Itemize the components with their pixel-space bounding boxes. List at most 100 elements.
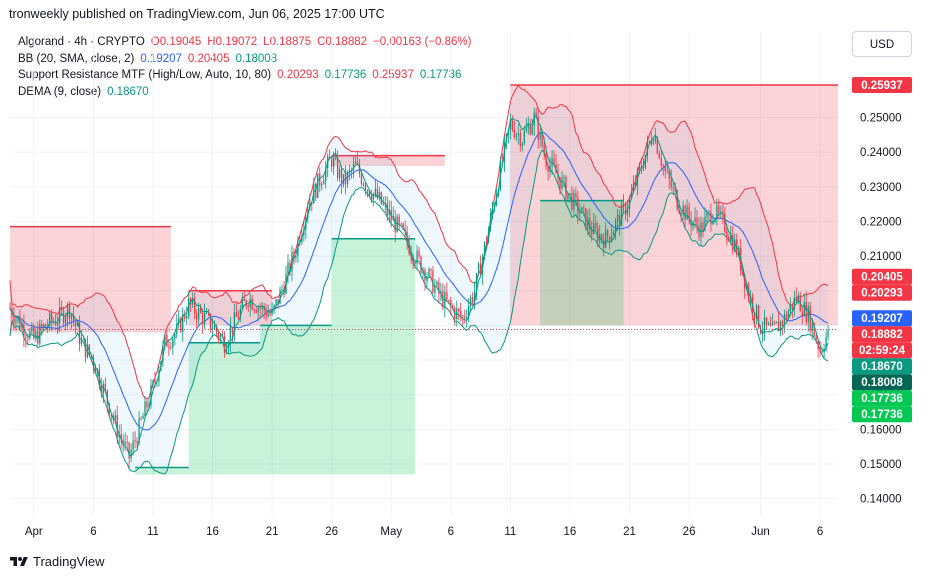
candle-body [70, 315, 73, 319]
candle-body [166, 334, 168, 347]
candle-body [301, 235, 303, 243]
candle-body [601, 234, 603, 240]
candle-body [60, 306, 63, 310]
candle-body [626, 209, 629, 215]
candle-body [624, 203, 627, 215]
candle-body [279, 289, 281, 304]
candle-body [466, 317, 468, 319]
candle-body [450, 300, 452, 307]
candle-body [39, 324, 41, 344]
price-label-box [852, 390, 912, 407]
candle-body [783, 314, 786, 326]
candle-body [259, 308, 261, 309]
y-tick-label: 0.24000 [860, 147, 902, 159]
candle-body [211, 328, 214, 330]
legend-sr[interactable]: Support Resistance MTF (High/Low, Auto, … [18, 67, 477, 84]
candle-body [25, 337, 27, 338]
candle-body [559, 177, 561, 189]
x-tick-label: Jun [751, 526, 770, 538]
x-tick-label: 26 [325, 526, 338, 538]
candle-body [567, 193, 569, 200]
candle-body [817, 340, 819, 349]
candle-body [412, 256, 414, 263]
candle-body [744, 273, 746, 289]
candle-body [622, 203, 625, 205]
candle-body [479, 263, 482, 275]
bollinger-bands [9, 84, 829, 475]
candle-body [477, 263, 480, 274]
candle-body [182, 313, 184, 332]
candle-body [716, 205, 718, 220]
price-label-box [852, 268, 912, 285]
x-tick-label: 16 [564, 526, 577, 538]
y-tick-label: 0.21000 [860, 251, 902, 263]
candle-body [366, 190, 369, 191]
candle-body [295, 256, 297, 257]
candle-body [388, 209, 390, 216]
candle-body [428, 269, 430, 277]
candle-body [765, 317, 768, 325]
legend-main[interactable]: Algorand · 4h · CRYPTO O0.19045 H0.19072 L0… [18, 34, 477, 51]
candle-body [205, 312, 208, 314]
candle-body [591, 229, 593, 234]
candle-body [134, 440, 136, 442]
candle-body [670, 179, 672, 188]
candle-body [275, 299, 277, 306]
candle-body [710, 211, 712, 224]
candle-body [620, 204, 623, 227]
candle-body [549, 165, 551, 172]
candle-body [676, 190, 678, 210]
price-label-box [852, 342, 912, 359]
candle-body [753, 312, 756, 319]
candle-body [704, 216, 706, 231]
candle-body [785, 314, 788, 320]
candle-body [787, 311, 790, 320]
candle-body [378, 192, 380, 199]
candle-body [289, 262, 291, 273]
candle-body [325, 168, 327, 182]
candle-body [215, 325, 218, 332]
candle-body [201, 312, 204, 325]
candle-body [241, 298, 243, 309]
candle-body [793, 297, 795, 310]
legend-high: H0.19072 [207, 36, 258, 48]
candle-body [658, 153, 660, 159]
candle-body [746, 286, 748, 289]
candle-body [531, 125, 533, 135]
candle-body [267, 313, 269, 317]
candle-body [41, 324, 43, 328]
candle-body [170, 347, 172, 348]
candle-body [525, 128, 527, 132]
candle-body [261, 305, 263, 309]
x-tick-label: 6 [90, 526, 96, 538]
resistance-zone [510, 84, 838, 326]
price-label-box [852, 76, 912, 93]
candle-body [686, 206, 688, 220]
candle-body [825, 337, 827, 350]
legend-bb[interactable]: BB (20, SMA, close, 2) 0.19207 0.20405 0.18… [18, 51, 477, 68]
candle-body [612, 231, 615, 236]
y-tick-label: 0.22000 [860, 216, 902, 228]
candle-body [551, 158, 553, 166]
currency-button[interactable]: USD [852, 31, 912, 57]
candle-body [436, 281, 438, 286]
bb-basis-line [9, 131, 829, 431]
candle-body [287, 262, 289, 274]
candle-body [472, 297, 474, 303]
candle-body [235, 312, 238, 317]
legend-dema[interactable]: DEMA (9, close) 0.18670 [18, 84, 477, 101]
price-label-text: 0.20293 [861, 288, 903, 300]
candle-body [650, 141, 652, 144]
candle-body [634, 183, 637, 186]
price-label-text: 0.18008 [861, 377, 903, 389]
price-chart[interactable]: 0.140000.150000.160000.170000.180000.190… [0, 0, 927, 545]
candle-body [58, 306, 61, 324]
candle-body [561, 177, 563, 189]
candle-body [263, 305, 265, 312]
candle-body [104, 383, 106, 391]
price-label-box [852, 374, 912, 391]
candle-body [408, 242, 410, 255]
candle-body [237, 316, 239, 319]
candle-body [642, 167, 645, 169]
candle-body [513, 129, 515, 138]
